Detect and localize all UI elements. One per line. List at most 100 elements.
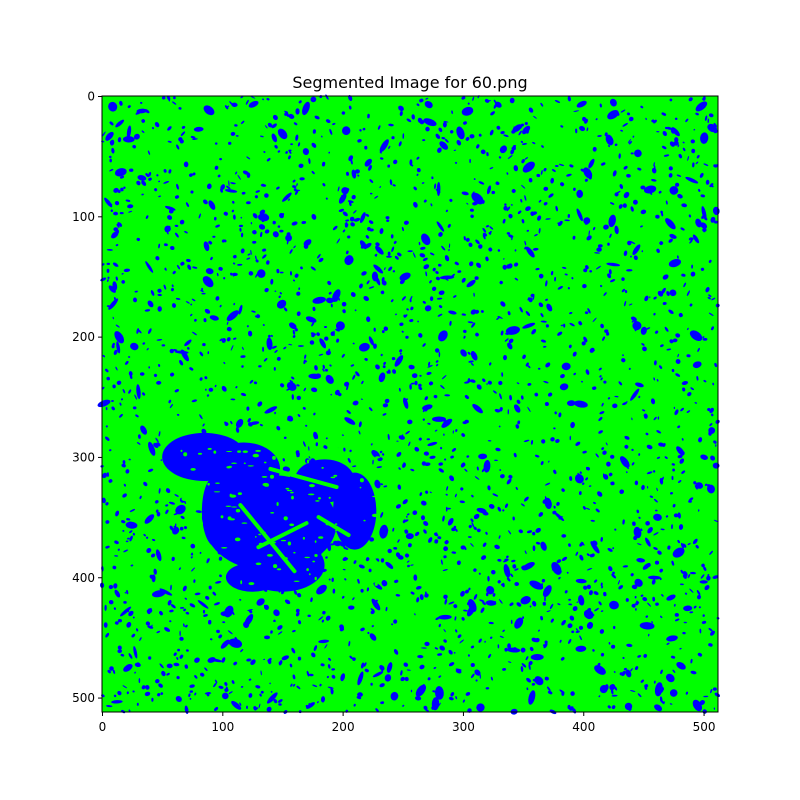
blue-speckle: [689, 588, 694, 593]
blue-speckle: [189, 697, 192, 700]
green-fleck: [178, 526, 180, 529]
blue-speckle: [174, 350, 189, 354]
blue-region: [294, 459, 355, 503]
blue-speckle: [642, 597, 648, 602]
blue-speckle: [586, 584, 592, 590]
blue-speckle: [558, 220, 563, 227]
blue-speckle: [230, 272, 233, 276]
blue-speckle: [367, 113, 370, 119]
blue-speckle: [348, 105, 352, 110]
blue-speckle: [692, 162, 695, 168]
blue-speckle: [183, 161, 189, 168]
blue-speckle: [310, 96, 317, 103]
blue-speckle: [595, 508, 600, 513]
blue-speckle: [473, 513, 480, 520]
blue-speckle: [353, 560, 357, 564]
blue-speckle: [353, 703, 356, 707]
blue-speckle: [185, 202, 190, 207]
blue-speckle: [221, 385, 227, 392]
green-fleck: [272, 455, 276, 460]
blue-speckle: [368, 220, 374, 224]
blue-speckle: [328, 578, 331, 581]
blue-speckle: [620, 129, 624, 132]
blue-speckle: [619, 456, 630, 468]
blue-speckle: [697, 652, 703, 657]
blue-speckle: [660, 669, 663, 674]
blue-speckle: [185, 611, 190, 615]
blue-speckle: [123, 663, 133, 672]
blue-speckle: [554, 99, 561, 104]
blue-speckle: [223, 361, 226, 365]
green-fleck: [271, 541, 276, 544]
blue-speckle: [622, 354, 624, 357]
blue-speckle: [708, 431, 712, 436]
blue-speckle: [489, 362, 492, 366]
blue-speckle: [561, 691, 565, 696]
blue-speckle: [679, 458, 685, 464]
blue-speckle: [383, 485, 388, 488]
blue-speckle: [355, 371, 360, 377]
blue-speckle: [338, 208, 345, 213]
blue-speckle: [665, 200, 668, 205]
blue-speckle: [499, 635, 504, 638]
blue-speckle: [270, 278, 274, 285]
blue-speckle: [677, 454, 683, 459]
blue-speckle: [525, 362, 529, 367]
blue-speckle: [292, 629, 296, 633]
blue-speckle: [125, 540, 129, 543]
blue-speckle: [165, 228, 171, 232]
blue-speckle: [531, 328, 537, 335]
blue-speckle: [605, 331, 610, 336]
blue-speckle: [436, 221, 445, 232]
blue-speckle: [517, 420, 521, 425]
blue-speckle: [506, 206, 511, 212]
blue-speckle: [630, 690, 636, 692]
blue-speckle: [704, 115, 708, 121]
blue-speckle: [700, 222, 708, 229]
blue-speckle: [470, 673, 475, 679]
blue-speckle: [107, 276, 110, 279]
blue-speckle: [497, 644, 500, 649]
blue-speckle: [494, 544, 500, 550]
blue-speckle: [292, 335, 296, 338]
blue-speckle: [105, 520, 110, 524]
blue-speckle: [713, 519, 719, 522]
blue-speckle: [371, 450, 380, 459]
green-fleck: [371, 513, 379, 518]
blue-speckle: [714, 692, 721, 698]
green-fleck: [255, 562, 262, 566]
blue-speckle: [279, 292, 282, 295]
blue-speckle: [160, 459, 163, 461]
blue-speckle: [534, 454, 540, 458]
blue-speckle: [407, 419, 413, 425]
blue-speckle: [428, 537, 433, 543]
blue-speckle: [188, 173, 193, 177]
blue-speckle: [617, 579, 620, 585]
blue-speckle: [470, 351, 478, 361]
blue-speckle: [214, 165, 219, 170]
blue-speckle: [653, 513, 662, 521]
green-fleck: [349, 555, 355, 558]
blue-speckle: [500, 301, 506, 307]
blue-speckle: [554, 276, 557, 282]
blue-speckle: [637, 167, 642, 171]
blue-speckle: [661, 112, 667, 116]
blue-speckle: [255, 685, 261, 689]
blue-speckle: [558, 516, 563, 520]
blue-speckle: [504, 338, 509, 342]
blue-speckle: [433, 666, 437, 669]
blue-speckle: [441, 418, 453, 428]
blue-speckle: [575, 128, 578, 134]
blue-speckle: [572, 187, 576, 191]
blue-speckle: [114, 589, 121, 598]
blue-speckle: [501, 372, 504, 377]
blue-speckle: [661, 594, 664, 597]
blue-speckle: [641, 484, 645, 491]
blue-speckle: [677, 144, 680, 148]
blue-speckle: [226, 321, 229, 326]
blue-speckle: [554, 164, 559, 168]
blue-speckle: [683, 605, 693, 612]
blue-speckle: [405, 430, 410, 435]
blue-speckle: [134, 290, 138, 293]
blue-speckle: [262, 254, 267, 259]
